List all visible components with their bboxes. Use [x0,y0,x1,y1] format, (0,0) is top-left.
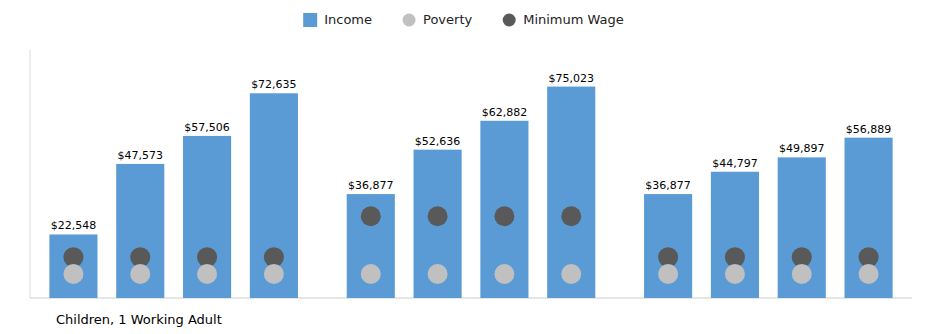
dot [428,264,448,284]
legend-label: Minimum Wage [523,12,624,27]
data-label: $52,636 [415,135,461,148]
data-label: $62,882 [482,106,528,119]
bar [711,172,759,298]
bar [845,138,893,298]
dot [561,264,581,284]
bar [480,121,528,298]
bar [49,234,97,298]
dot [361,264,381,284]
legend-swatch [303,13,317,27]
legend-item: Poverty [403,12,473,27]
marks [49,87,892,298]
legend-item: Minimum Wage [503,12,624,27]
dot [63,264,83,284]
dot [561,206,581,226]
data-label: $57,506 [184,121,230,134]
data-label: $49,897 [779,142,825,155]
legend-swatch [403,14,416,27]
dot [264,264,284,284]
data-label: $56,889 [846,123,892,136]
legend-item: Income [303,12,372,28]
data-label: $44,797 [712,157,758,170]
bar [778,157,826,298]
data-label: $22,548 [51,219,97,232]
bar [116,164,164,298]
legend-swatch [503,14,516,27]
dot [361,206,381,226]
legend-label: Poverty [423,12,472,27]
data-label: $36,877 [348,179,394,192]
dot [494,264,514,284]
dot [658,264,678,284]
legend-label: Income [324,12,372,27]
chart: $22,548 $47,573 $57,506 $72,635 $36,877 $52,6… [0,0,927,334]
legend: Income Poverty Minimum Wage [303,12,624,28]
data-labels: $22,548 $47,573 $57,506 $72,635 $36,877 $52,6… [51,72,892,233]
bar [547,87,595,298]
bar [644,194,692,298]
bar [414,150,462,298]
y-axis-line [30,50,31,298]
dot [197,264,217,284]
bar [183,136,231,298]
data-label: $72,635 [251,78,297,91]
footer-label: Children, 1 Working Adult [56,312,222,327]
bar [347,194,395,298]
data-label: $36,877 [645,179,691,192]
dot [792,264,812,284]
dot [130,264,150,284]
dot [428,206,448,226]
dot [859,264,879,284]
dot [725,264,745,284]
bar [250,93,298,298]
data-label: $47,573 [118,149,164,162]
dot [494,206,514,226]
data-label: $75,023 [548,72,594,85]
